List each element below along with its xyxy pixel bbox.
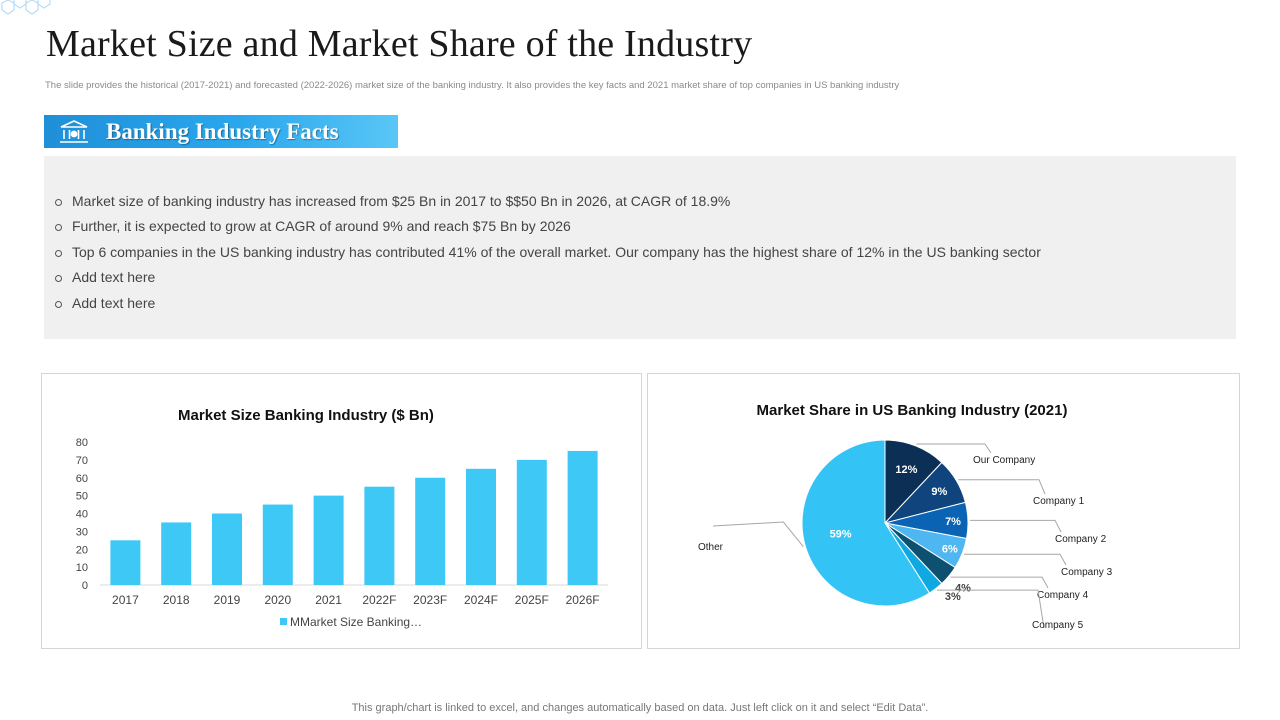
- y-tick-label: 30: [76, 526, 88, 538]
- legend-label: MMarket Size Banking…: [290, 615, 422, 629]
- y-tick-label: 80: [76, 437, 88, 449]
- facts-box: Market size of banking industry has incr…: [44, 156, 1236, 339]
- x-tick-label: 2017: [112, 593, 139, 607]
- slice-value-label: 7%: [945, 516, 961, 528]
- chart-title: Market Share in US Banking Industry (202…: [757, 402, 1068, 419]
- bar: [364, 486, 395, 585]
- slice-value-label: 4%: [955, 583, 971, 595]
- fact-text: Market size of banking industry has incr…: [72, 192, 731, 209]
- slice-value-label: 3%: [945, 591, 961, 603]
- bar: [161, 522, 192, 585]
- leader-line: [958, 479, 1046, 495]
- slice-value-label: 12%: [895, 464, 917, 476]
- bar: [212, 513, 242, 585]
- y-tick-label: 70: [76, 455, 88, 467]
- fact-text: Add text here: [72, 269, 156, 286]
- fact-text: Top 6 companies in the US banking indust…: [72, 243, 1041, 260]
- bar: [262, 504, 293, 585]
- slice-name-label: Our Company: [973, 455, 1035, 466]
- bullet-icon: [55, 198, 62, 206]
- bar: [313, 495, 344, 585]
- fact-item: Market size of banking industry has incr…: [55, 188, 1236, 214]
- slice-value-label: 59%: [830, 529, 852, 541]
- fact-text: Add text here: [72, 294, 156, 311]
- slice-name-label: Company 2: [1055, 534, 1107, 545]
- bullet-icon: [55, 249, 62, 257]
- footer-note: This graph/chart is linked to excel, and…: [351, 702, 929, 714]
- fact-item: Add text here: [55, 265, 1236, 291]
- bullet-icon: [55, 300, 62, 308]
- leader-line: [969, 519, 1062, 533]
- legend-swatch: [280, 618, 287, 625]
- y-tick-label: 0: [82, 580, 88, 592]
- bullet-icon: [55, 275, 62, 283]
- pie-slice: [884, 439, 943, 525]
- hexagon-decoration: [1, 0, 51, 15]
- facts-banner: Banking Industry Facts: [44, 115, 398, 148]
- slice-name-label: Company 3: [1061, 567, 1113, 578]
- page-title: Market Size and Market Share of the Indu…: [46, 23, 753, 65]
- leader-line: [937, 589, 1045, 629]
- slice-value-label: 9%: [931, 486, 947, 498]
- slice-name-label: Company 5: [1032, 620, 1084, 631]
- slice-name-label: Company 1: [1033, 496, 1085, 507]
- y-tick-label: 50: [76, 491, 88, 503]
- fact-text: Further, it is expected to grow at CAGR …: [72, 218, 571, 235]
- pie-slice: [801, 439, 931, 607]
- x-tick-label: 2018: [163, 593, 190, 607]
- slice-name-label: Other: [698, 542, 724, 553]
- x-tick-label: 2020: [264, 593, 291, 607]
- bank-icon: [60, 119, 88, 143]
- bar: [415, 477, 446, 585]
- fact-item: Top 6 companies in the US banking indust…: [55, 239, 1236, 265]
- facts-list: Market size of banking industry has incr…: [44, 156, 1236, 316]
- bar: [516, 459, 547, 585]
- x-tick-label: 2021: [315, 593, 342, 607]
- leader-line: [916, 443, 992, 454]
- slice-value-label: 6%: [942, 544, 958, 556]
- bar-chart-panel[interactable]: Market Size Banking Industry ($ Bn) 0 10 20…: [41, 373, 642, 649]
- facts-heading: Banking Industry Facts: [106, 118, 339, 144]
- fact-item: Add text here: [55, 290, 1236, 316]
- page-subtitle: The slide provides the historical (2017-…: [45, 80, 900, 91]
- bullet-icon: [55, 224, 62, 232]
- slice-name-label: Company 4: [1037, 590, 1089, 601]
- fact-item: Further, it is expected to grow at CAGR …: [55, 214, 1236, 240]
- y-tick-label: 20: [76, 544, 88, 556]
- leader-line: [964, 553, 1067, 566]
- pie-chart-panel[interactable]: Market Share in US Banking Industry (202…: [647, 373, 1240, 649]
- chart-title: Market Size Banking Industry ($ Bn): [178, 407, 434, 424]
- y-tick-label: 60: [76, 473, 88, 485]
- bar: [110, 540, 141, 585]
- x-tick-label: 2019: [214, 593, 241, 607]
- bar: [567, 450, 598, 585]
- y-tick-label: 10: [76, 562, 88, 574]
- x-tick-label: 2025F: [515, 593, 549, 607]
- leader-line: [712, 521, 804, 548]
- bar-chart[interactable]: Market Size Banking Industry ($ Bn) 0 10 20…: [42, 374, 643, 650]
- y-tick-label: 40: [76, 509, 88, 521]
- leader-line: [950, 576, 1049, 589]
- x-tick-label: 2022F: [362, 593, 396, 607]
- x-tick-label: 2024F: [464, 593, 498, 607]
- pie-chart[interactable]: Market Share in US Banking Industry (202…: [648, 374, 1241, 650]
- x-tick-label: 2023F: [413, 593, 447, 607]
- bar: [466, 468, 496, 585]
- x-tick-label: 2026F: [566, 593, 600, 607]
